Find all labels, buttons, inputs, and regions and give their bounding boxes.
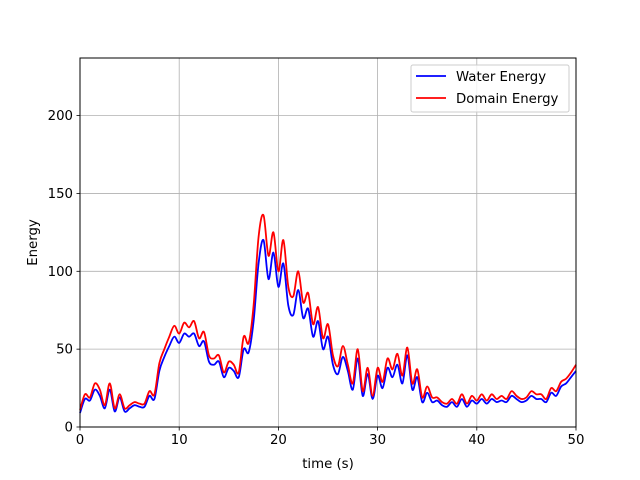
y-tick-label: 200: [48, 109, 73, 124]
axis-tick-labels: 0 10 20 30 40 50 0 50 100 150 200: [48, 109, 585, 448]
y-axis-label: Energy: [26, 219, 41, 266]
plot-frame: [79, 57, 577, 428]
legend: Water Energy Domain Energy: [410, 64, 570, 113]
series-layer: [79, 213, 577, 414]
y-tick-label: 0: [65, 421, 73, 436]
series-line-domain-energy: [79, 213, 577, 411]
y-tick-label: 150: [48, 187, 73, 202]
legend-label-water-energy: Water Energy: [456, 70, 546, 85]
x-axis-label: time (s): [302, 457, 354, 472]
x-tick-label: 10: [171, 433, 188, 448]
y-tick-label: 50: [56, 343, 73, 358]
series-line-water-energy: [79, 238, 577, 414]
grid-lines: [80, 58, 576, 427]
legend-box: [410, 64, 570, 113]
legend-label-domain-energy: Domain Energy: [456, 92, 559, 107]
y-tick-label: 100: [48, 265, 73, 280]
x-tick-label: 30: [369, 433, 386, 448]
x-tick-label: 50: [568, 433, 585, 448]
x-tick-label: 20: [270, 433, 287, 448]
axis-ticks: [76, 115, 577, 431]
x-tick-label: 40: [468, 433, 485, 448]
x-tick-label: 0: [76, 433, 84, 448]
